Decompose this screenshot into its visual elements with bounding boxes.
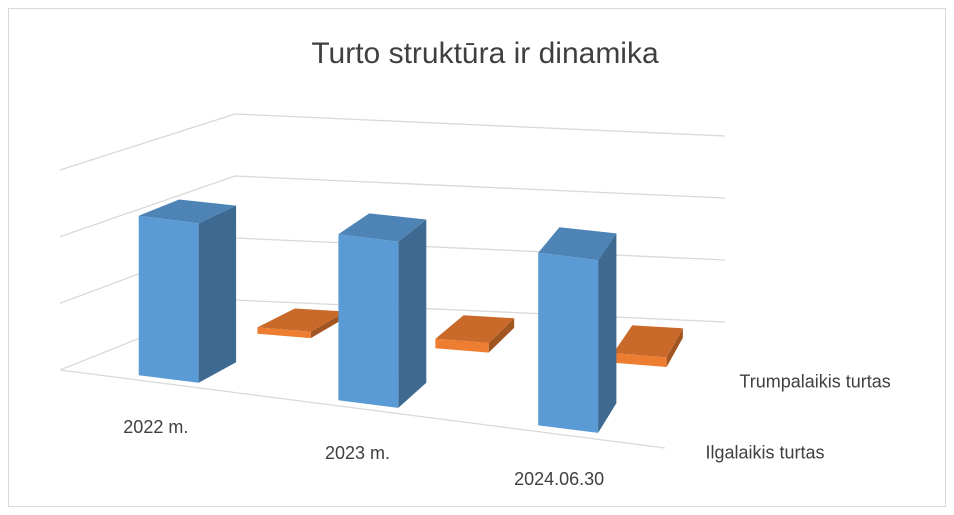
bar: [138, 199, 237, 383]
x-tick-label: 2022 m.: [123, 417, 188, 437]
bar-front: [338, 234, 399, 408]
bar-side: [198, 205, 237, 383]
chart-title: Turto struktūra ir dinamika: [311, 37, 659, 70]
bar: [613, 325, 683, 367]
bar-top: [138, 199, 237, 224]
bar: [538, 227, 617, 433]
bar-front: [257, 327, 311, 339]
floor-front-edge: [59, 369, 666, 449]
bar-top: [613, 325, 683, 358]
bar: [257, 308, 346, 339]
bar-top: [435, 315, 515, 343]
bar-top: [257, 308, 346, 332]
bar-front: [435, 338, 489, 353]
bar: [338, 213, 427, 408]
bar-top: [538, 227, 617, 261]
bar-side: [488, 318, 515, 353]
grid-line: [59, 175, 726, 238]
bar-side: [398, 219, 427, 408]
x-tick-label: 2023 m.: [325, 443, 390, 463]
bar-front: [613, 353, 667, 367]
bar-side: [666, 328, 683, 367]
bar-front: [538, 252, 599, 433]
bar-side: [598, 233, 617, 433]
grid-line: [59, 113, 726, 171]
series-label: Ilgalaikis turtas: [706, 443, 825, 463]
bar-side: [310, 311, 346, 339]
x-tick-label: 2024.06.30: [514, 469, 604, 489]
bar: [435, 315, 515, 353]
bar-front: [138, 215, 199, 383]
bar-top: [338, 213, 427, 242]
series-label: Trumpalaikis turtas: [739, 372, 890, 392]
